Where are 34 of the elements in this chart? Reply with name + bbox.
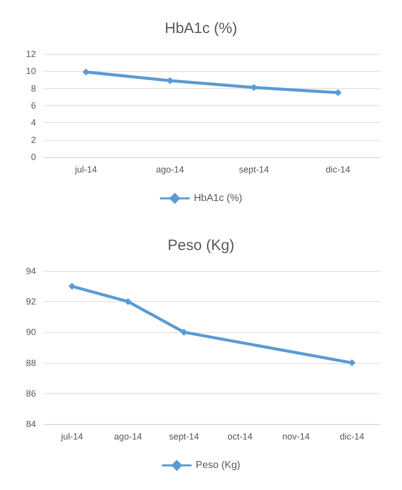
y-tick-label: 4	[30, 118, 36, 128]
y-tick-label: 84	[26, 419, 36, 429]
point	[124, 298, 132, 306]
y-tick-label: 12	[26, 49, 36, 59]
x-tick-label: dic-14	[340, 432, 364, 442]
y-tick-label: 10	[26, 66, 36, 76]
chart-title: Peso (Kg)	[168, 237, 234, 254]
point	[348, 359, 356, 366]
x-tick-label: jul-14	[60, 432, 84, 442]
x-tick-label: ago-14	[114, 432, 142, 442]
y-tick-label: 94	[26, 266, 36, 276]
y-tick-label: 88	[26, 358, 36, 368]
legend-label: Peso (Kg)	[196, 460, 240, 471]
point	[82, 68, 90, 76]
point	[180, 328, 188, 336]
x-tick-label: oct-14	[227, 432, 253, 442]
x-tick-label: sept-14	[238, 164, 270, 174]
y-tick-label: 2	[30, 134, 36, 145]
x-tick-label: jul-14	[74, 164, 98, 174]
legend-label: HbA1c (%)	[194, 192, 242, 204]
point	[166, 77, 174, 84]
y-tick-label: 90	[26, 327, 36, 338]
chart-title: HbA1c (%)	[164, 20, 238, 37]
y-tick-label: 6	[30, 100, 36, 110]
x-tick-label: sept-14	[168, 432, 200, 442]
x-tick-label: nov-14	[282, 432, 310, 442]
point	[68, 282, 76, 290]
y-tick-label: 0	[30, 152, 36, 162]
x-tick-label: dic-14	[326, 164, 350, 174]
point	[250, 84, 258, 91]
y-tick-label: 92	[26, 296, 36, 307]
y-tick-label: 86	[26, 388, 36, 398]
x-tick-label: ago-14	[156, 164, 184, 174]
y-tick-label: 8	[30, 83, 36, 94]
